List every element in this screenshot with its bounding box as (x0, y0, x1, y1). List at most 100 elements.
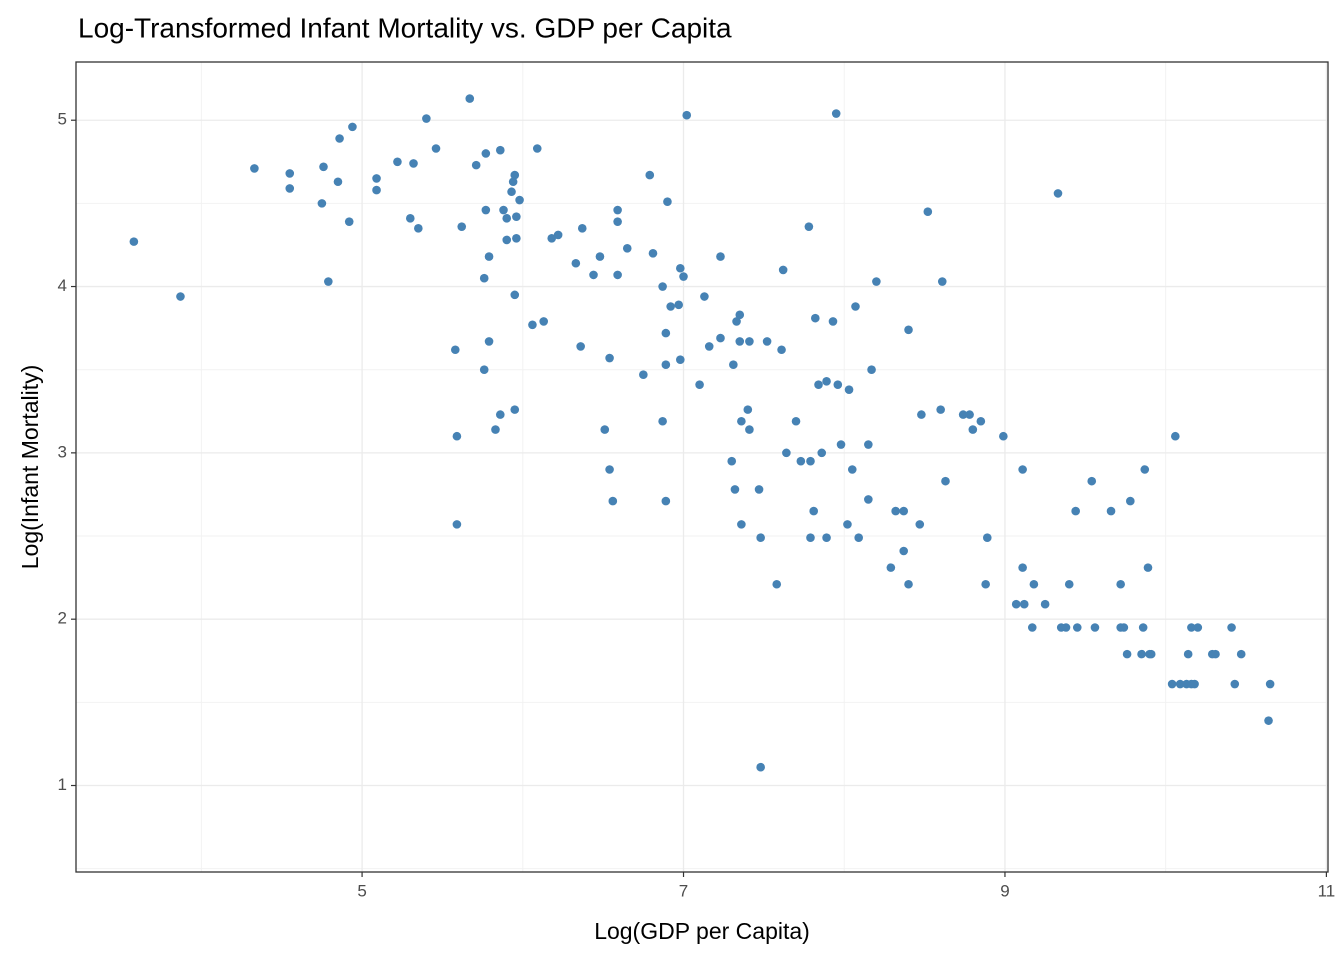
point (791, 416, 801, 426)
point (1264, 716, 1273, 725)
point (762, 337, 772, 346)
point (613, 270, 622, 280)
point (661, 328, 671, 338)
point (1106, 506, 1116, 516)
point (854, 533, 864, 542)
point (899, 506, 909, 516)
point (735, 337, 745, 346)
point (539, 317, 548, 326)
point (495, 145, 505, 155)
point (1061, 623, 1071, 632)
point (1143, 563, 1153, 572)
point (817, 448, 827, 458)
point (499, 205, 508, 215)
point (510, 290, 520, 300)
chart-title: Log-Transformed Infant Mortality vs. GDP… (78, 12, 732, 43)
y-tick-label: 3 (58, 442, 67, 461)
panel-background (76, 62, 1328, 872)
point (285, 184, 295, 193)
point (372, 174, 381, 183)
point (899, 546, 909, 556)
point (639, 370, 648, 379)
point (674, 300, 683, 310)
point (1167, 679, 1177, 689)
point (676, 355, 685, 365)
point (1187, 623, 1196, 632)
point (1122, 649, 1132, 659)
point (613, 217, 622, 226)
point (484, 337, 494, 346)
point (1137, 649, 1146, 659)
point (663, 197, 672, 207)
x-tick-label: 11 (1318, 881, 1336, 900)
point (510, 170, 520, 180)
point (471, 160, 481, 170)
point (727, 456, 737, 466)
y-tick-label: 1 (58, 775, 67, 794)
point (730, 485, 740, 494)
point (1171, 431, 1180, 441)
point (1265, 679, 1275, 689)
point (648, 248, 658, 258)
point (1183, 649, 1193, 659)
point (695, 380, 704, 389)
point (348, 122, 357, 132)
point (831, 109, 841, 118)
point (682, 110, 692, 120)
point (450, 345, 460, 355)
point (811, 313, 820, 323)
point (965, 410, 974, 419)
point (1040, 599, 1050, 609)
point (1072, 623, 1082, 632)
y-tick-label: 5 (58, 110, 67, 129)
x-tick-label: 9 (1000, 881, 1009, 900)
point (317, 199, 327, 208)
point (613, 205, 622, 215)
point (532, 144, 542, 153)
point (576, 342, 585, 351)
point (1090, 623, 1100, 632)
point (589, 270, 598, 280)
point (1011, 599, 1021, 609)
point (968, 425, 978, 434)
point (344, 217, 354, 226)
point (528, 320, 537, 330)
point (285, 169, 295, 178)
point (847, 465, 857, 474)
point (547, 234, 557, 243)
point (502, 235, 512, 245)
point (1029, 579, 1039, 589)
point (1193, 623, 1203, 632)
point (600, 425, 610, 434)
point (982, 533, 992, 542)
point (872, 277, 881, 286)
point (577, 224, 587, 233)
point (743, 405, 753, 414)
point (754, 485, 764, 494)
point (936, 405, 945, 414)
point (666, 302, 675, 311)
point (867, 365, 876, 375)
point (976, 416, 986, 426)
point (481, 205, 491, 215)
point (937, 277, 947, 286)
point (735, 310, 745, 320)
point (704, 342, 714, 351)
point (729, 360, 738, 370)
point (777, 345, 786, 355)
point (1019, 599, 1029, 609)
point (843, 520, 852, 529)
point (479, 365, 489, 375)
point (822, 377, 831, 386)
point (822, 533, 831, 542)
point (605, 353, 614, 363)
point (1146, 649, 1156, 659)
y-tick-label: 4 (58, 276, 67, 295)
point (904, 325, 913, 335)
point (571, 258, 581, 268)
point (372, 185, 381, 195)
point (605, 465, 614, 474)
point (465, 94, 475, 103)
point (778, 265, 788, 275)
point (324, 277, 333, 286)
